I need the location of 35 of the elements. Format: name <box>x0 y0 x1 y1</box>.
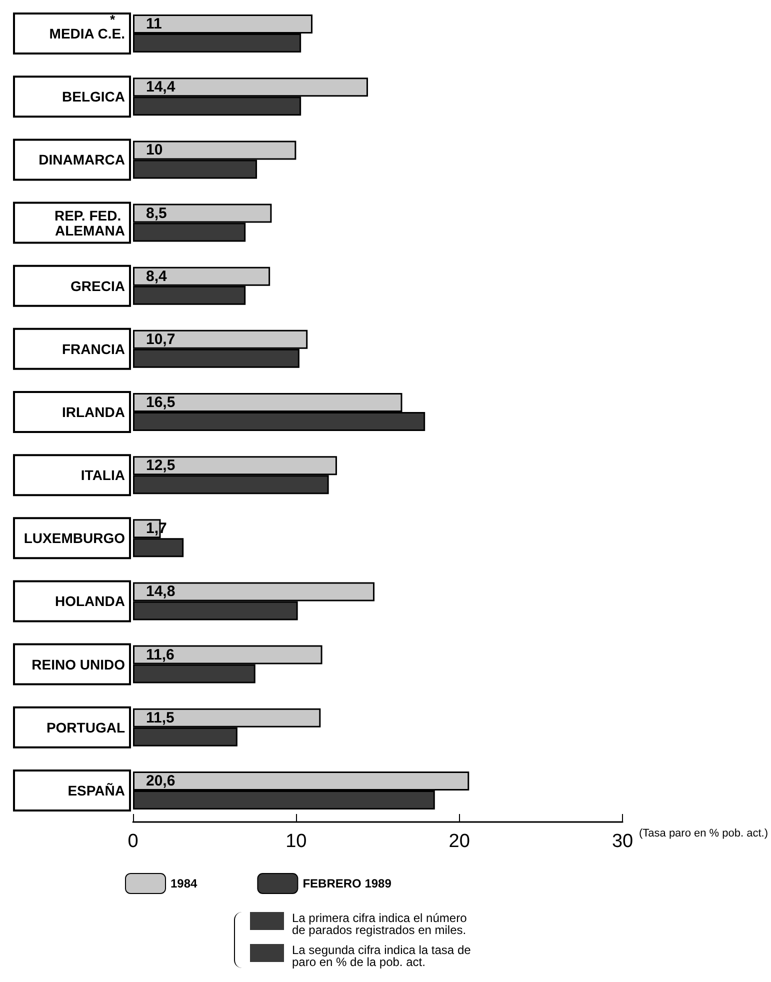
text: La primera cifra indica el número de parados registrados en miles. <box>292 911 468 937</box>
x-tick-label: 0 <box>128 831 138 852</box>
y-tick-label: DINAMARCA <box>38 152 125 168</box>
legend-label: FEBRERO 1989 <box>302 876 392 890</box>
data-label: 14,4 <box>146 78 176 96</box>
data-label: 12,5 <box>146 457 176 474</box>
data-label: 11,5 <box>146 709 174 726</box>
y-tick-label: FRANCIA <box>62 340 125 357</box>
data-label: 10,7 <box>146 330 176 348</box>
y-tick-label: ESPAÑA <box>68 782 125 798</box>
y-tick-label: MEDIA C.E. <box>49 26 125 42</box>
text: La segunda cifra indica la tasa de paro en % de la pob. act. <box>292 943 472 969</box>
data-label: 8,4 <box>146 268 168 285</box>
x-tick-label: 20 <box>448 831 470 852</box>
y-tick-label: ITALIA <box>80 467 125 484</box>
y-tick-label: BELGICA <box>62 88 125 105</box>
text: * <box>110 12 116 27</box>
y-tick-label: IRLANDA <box>62 404 125 420</box>
data-label: 11 <box>146 16 162 33</box>
data-label: 10 <box>146 142 163 159</box>
legend-label: 1984 <box>170 876 198 890</box>
data-label: 8,5 <box>146 204 167 222</box>
y-tick-label: GRECIA <box>70 278 125 294</box>
y-tick-label: REINO UNIDO <box>32 656 126 672</box>
x-tick-label: 10 <box>286 831 307 852</box>
data-label: 20,6 <box>146 772 176 790</box>
y-tick-label: LUXEMBURGO <box>24 530 126 546</box>
data-label: 14,8 <box>146 583 176 600</box>
data-label: 16,5 <box>146 394 176 411</box>
y-tick-label: REP. FED. ALEMANA <box>54 207 125 238</box>
x-tick-label: 30 <box>612 831 634 852</box>
y-tick-label: HOLANDA <box>55 593 125 610</box>
data-label: 11,6 <box>146 646 174 664</box>
y-tick-label: PORTUGAL <box>46 719 126 736</box>
x-axis-title: (Tasa paro en % pob. act.) <box>638 828 768 840</box>
